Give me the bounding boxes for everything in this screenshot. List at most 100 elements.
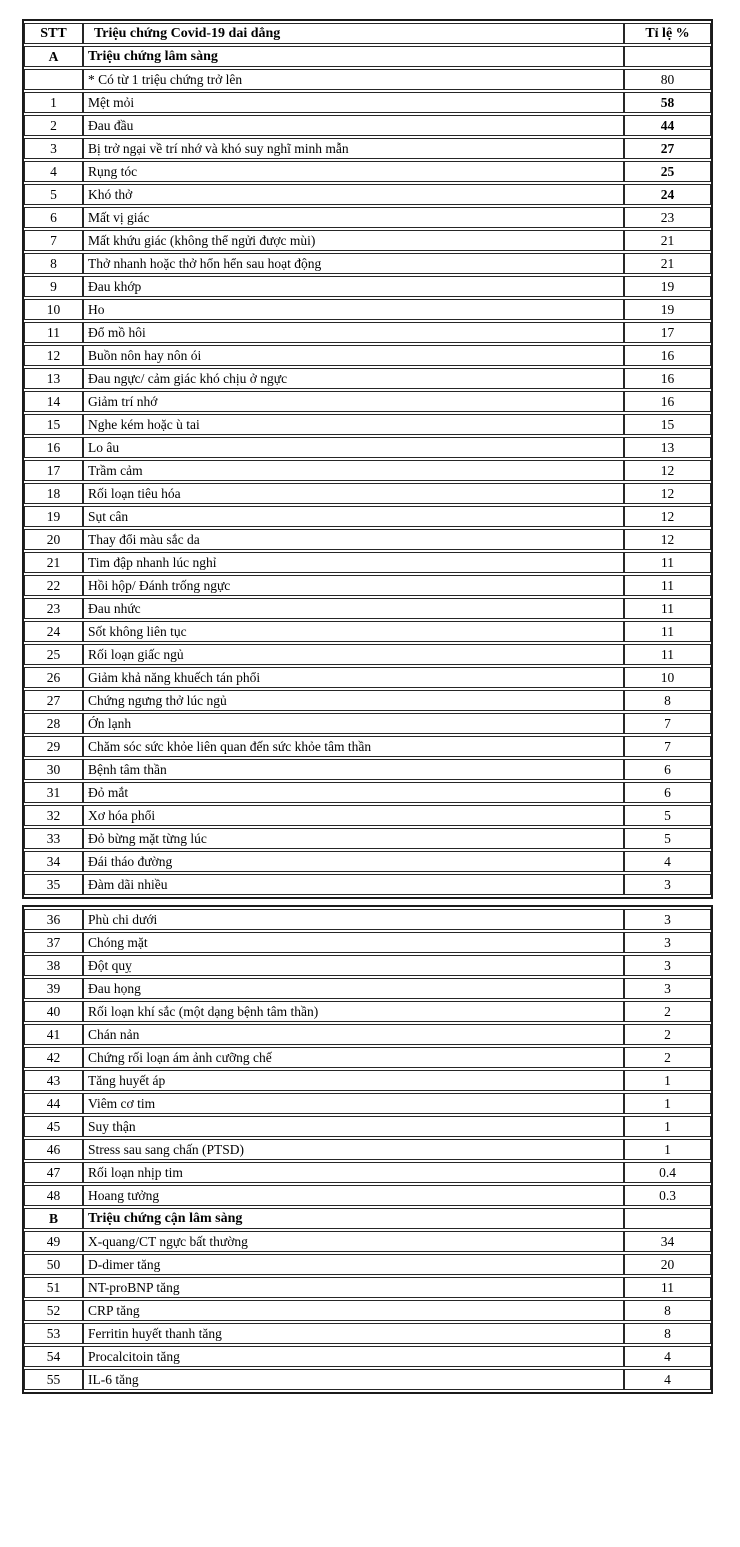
symptom-cell: Giảm khả năng khuếch tán phổi: [83, 667, 624, 688]
symptom-cell: Bệnh tâm thần: [83, 759, 624, 780]
rate-cell: 5: [624, 805, 711, 826]
symptom-cell: * Có từ 1 triệu chứng trở lên: [83, 69, 624, 90]
symptom-cell: Chứng rối loạn ám ảnh cưỡng chế: [83, 1047, 624, 1068]
table-row: 49 X-quang/CT ngực bất thường 34: [24, 1231, 711, 1252]
stt-cell: 45: [24, 1116, 83, 1137]
rate-cell: 21: [624, 230, 711, 251]
rate-cell: 1: [624, 1093, 711, 1114]
rate-cell: 8: [624, 690, 711, 711]
table-row: 52 CRP tăng 8: [24, 1300, 711, 1321]
table-row: 28 Ớn lạnh 7: [24, 713, 711, 734]
table-row: 32 Xơ hóa phổi 5: [24, 805, 711, 826]
rate-cell: 24: [624, 184, 711, 205]
rate-cell: 3: [624, 978, 711, 999]
symptom-cell: Sốt không liên tục: [83, 621, 624, 642]
table-row: A Triệu chứng lâm sàng: [24, 46, 711, 67]
stt-cell: 49: [24, 1231, 83, 1252]
table-row: 25 Rối loạn giấc ngủ 11: [24, 644, 711, 665]
table-row: 46 Stress sau sang chấn (PTSD) 1: [24, 1139, 711, 1160]
rate-cell: 11: [624, 552, 711, 573]
column-header-rate: Tỉ lệ %: [624, 23, 711, 44]
table-row: 5 Khó thở 24: [24, 184, 711, 205]
symptom-cell: Ferritin huyết thanh tăng: [83, 1323, 624, 1344]
rate-cell: 4: [624, 1369, 711, 1390]
symptom-cell: Đỏ bừng mặt từng lúc: [83, 828, 624, 849]
table-row: 39 Đau họng 3: [24, 978, 711, 999]
stt-cell: 52: [24, 1300, 83, 1321]
rate-cell: 80: [624, 69, 711, 90]
rate-cell: 1: [624, 1139, 711, 1160]
symptom-cell: Hoang tưởng: [83, 1185, 624, 1206]
rate-cell: 16: [624, 391, 711, 412]
table-row: 30 Bệnh tâm thần 6: [24, 759, 711, 780]
table-row: 53 Ferritin huyết thanh tăng 8: [24, 1323, 711, 1344]
stt-cell: 17: [24, 460, 83, 481]
rate-cell: [624, 1208, 711, 1229]
table-row: 23 Đau nhức 11: [24, 598, 711, 619]
stt-cell: 10: [24, 299, 83, 320]
symptom-cell: Triệu chứng lâm sàng: [83, 46, 624, 67]
symptom-cell: Lo âu: [83, 437, 624, 458]
symptom-cell: Giảm trí nhớ: [83, 391, 624, 412]
symptom-cell: Đái tháo đường: [83, 851, 624, 872]
rate-cell: 17: [624, 322, 711, 343]
stt-cell: 36: [24, 909, 83, 930]
stt-cell: 11: [24, 322, 83, 343]
symptom-cell: Đau nhức: [83, 598, 624, 619]
table-row: 17 Trầm cảm 12: [24, 460, 711, 481]
rate-cell: 2: [624, 1024, 711, 1045]
symptom-cell: Mất khứu giác (không thể ngửi được mùi): [83, 230, 624, 251]
rate-cell: 0.4: [624, 1162, 711, 1183]
stt-cell: 27: [24, 690, 83, 711]
stt-cell: 6: [24, 207, 83, 228]
table-row: 42 Chứng rối loạn ám ảnh cưỡng chế 2: [24, 1047, 711, 1068]
stt-cell: 50: [24, 1254, 83, 1275]
table-body: A Triệu chứng lâm sàng * Có từ 1 triệu c…: [24, 46, 711, 895]
symptom-cell: Đau ngực/ cảm giác khó chịu ở ngực: [83, 368, 624, 389]
symptom-cell: Rối loạn khí sắc (một dạng bệnh tâm thần…: [83, 1001, 624, 1022]
table-row: 11 Đổ mồ hôi 17: [24, 322, 711, 343]
table-row: 55 IL-6 tăng 4: [24, 1369, 711, 1390]
rate-cell: 12: [624, 460, 711, 481]
stt-cell: 26: [24, 667, 83, 688]
table-row: 36 Phù chi dưới 3: [24, 909, 711, 930]
rate-cell: 27: [624, 138, 711, 159]
table-row: 33 Đỏ bừng mặt từng lúc 5: [24, 828, 711, 849]
symptom-cell: Chán nản: [83, 1024, 624, 1045]
stt-cell: 24: [24, 621, 83, 642]
rate-cell: 1: [624, 1116, 711, 1137]
table-row: 4 Rụng tóc 25: [24, 161, 711, 182]
table-row: 22 Hồi hộp/ Đánh trống ngực 11: [24, 575, 711, 596]
symptom-cell: Thay đổi màu sắc da: [83, 529, 624, 550]
symptom-cell: Ho: [83, 299, 624, 320]
table-row: 48 Hoang tưởng 0.3: [24, 1185, 711, 1206]
symptom-cell: IL-6 tăng: [83, 1369, 624, 1390]
rate-cell: 8: [624, 1300, 711, 1321]
symptom-cell: Đau đầu: [83, 115, 624, 136]
table-row: 3 Bị trở ngại về trí nhớ và khó suy nghĩ…: [24, 138, 711, 159]
document-page: STT Triệu chứng Covid-19 dai dẳng Tỉ lệ …: [22, 19, 713, 1394]
rate-cell: 11: [624, 598, 711, 619]
stt-cell: 30: [24, 759, 83, 780]
stt-cell: 35: [24, 874, 83, 895]
symptom-cell: Viêm cơ tim: [83, 1093, 624, 1114]
stt-cell: 32: [24, 805, 83, 826]
symptom-cell: Triệu chứng cận lâm sàng: [83, 1208, 624, 1229]
rate-cell: [624, 46, 711, 67]
stt-cell: 12: [24, 345, 83, 366]
stt-cell: 7: [24, 230, 83, 251]
symptom-cell: Đau khớp: [83, 276, 624, 297]
symptom-cell: Đỏ mắt: [83, 782, 624, 803]
rate-cell: 1: [624, 1070, 711, 1091]
rate-cell: 8: [624, 1323, 711, 1344]
rate-cell: 23: [624, 207, 711, 228]
table-row: 6 Mất vị giác 23: [24, 207, 711, 228]
column-header-stt: STT: [24, 23, 83, 44]
table-row: B Triệu chứng cận lâm sàng: [24, 1208, 711, 1229]
symptom-cell: Hồi hộp/ Đánh trống ngực: [83, 575, 624, 596]
symptom-cell: Bị trở ngại về trí nhớ và khó suy nghĩ m…: [83, 138, 624, 159]
rate-cell: 7: [624, 736, 711, 757]
symptom-cell: Rối loạn tiêu hóa: [83, 483, 624, 504]
stt-cell: 47: [24, 1162, 83, 1183]
symptom-cell: Buồn nôn hay nôn ói: [83, 345, 624, 366]
